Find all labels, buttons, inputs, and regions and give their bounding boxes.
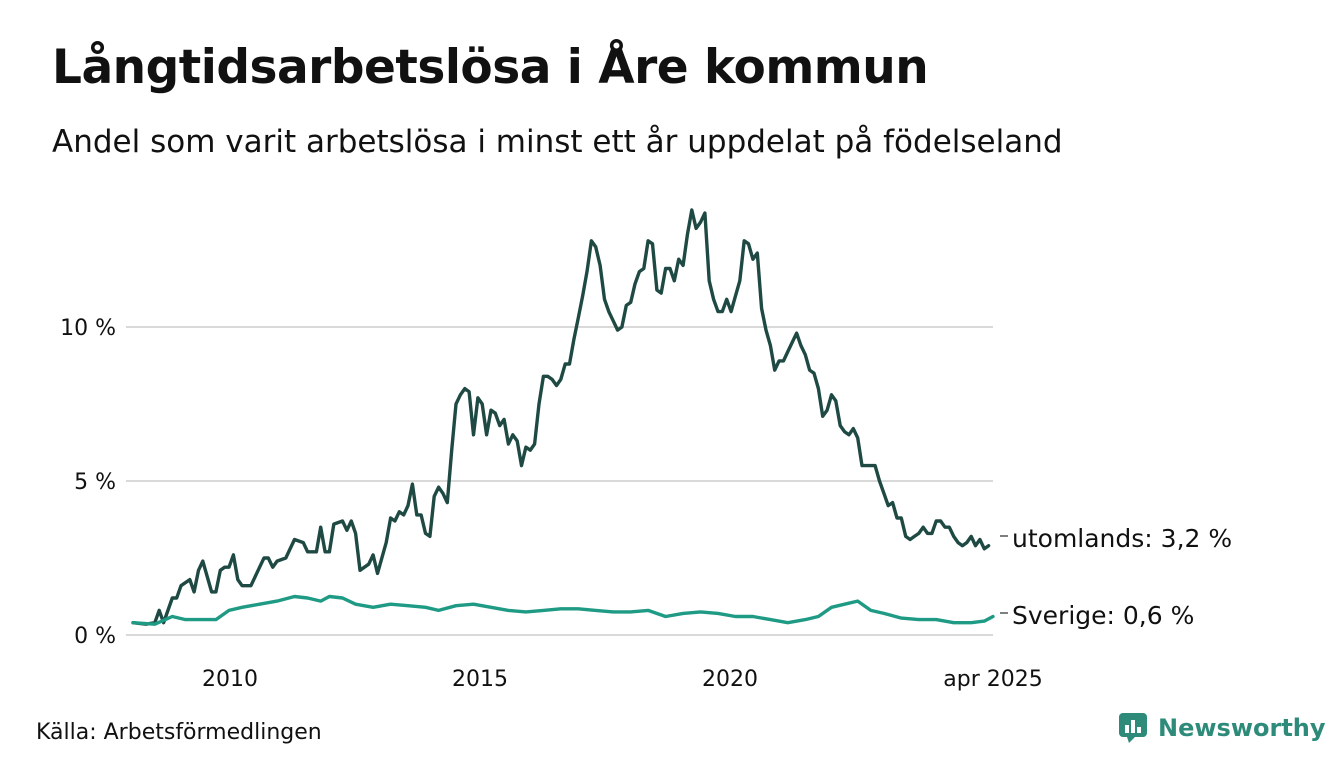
end-label-utomlands: utomlands: 3,2 % bbox=[1012, 524, 1232, 553]
x-axis-ticks: 2010 2015 2020 apr 2025 bbox=[202, 667, 1043, 692]
line-chart: 0 % 5 % 10 % 2010 2015 2020 apr 2025 utomland… bbox=[60, 208, 1232, 692]
x-tick-label: 2015 bbox=[452, 667, 508, 692]
series-line-utomlands bbox=[131, 208, 991, 626]
x-tick-label: apr 2025 bbox=[943, 667, 1042, 692]
series-lines bbox=[131, 208, 995, 626]
end-label-sverige: Sverige: 0,6 % bbox=[1012, 601, 1194, 630]
newsworthy-logo-icon bbox=[1119, 713, 1147, 743]
x-tick-label: 2020 bbox=[702, 667, 758, 692]
series-line-sverige bbox=[131, 594, 995, 626]
series-end-labels: utomlands: 3,2 % Sverige: 0,6 % bbox=[1000, 524, 1232, 630]
y-axis-ticks: 0 % 5 % 10 % bbox=[60, 316, 116, 649]
brand-logo: Newsworthy bbox=[1118, 712, 1326, 744]
x-tick-label: 2010 bbox=[202, 667, 258, 692]
y-tick-label: 5 % bbox=[74, 470, 116, 495]
brand-name: Newsworthy bbox=[1158, 714, 1326, 742]
y-tick-label: 0 % bbox=[74, 624, 116, 649]
chart-title: Långtidsarbetslösa i Åre kommun bbox=[52, 40, 929, 95]
source-note: Källa: Arbetsförmedlingen bbox=[36, 720, 322, 745]
chart-subtitle: Andel som varit arbetslösa i minst ett å… bbox=[52, 124, 1063, 160]
grid-lines bbox=[126, 326, 993, 636]
y-tick-label: 10 % bbox=[60, 316, 116, 341]
